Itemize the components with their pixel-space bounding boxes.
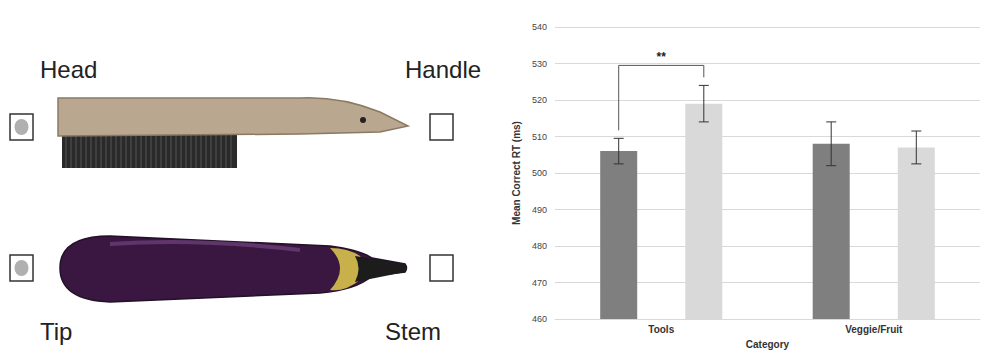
svg-text:460: 460 bbox=[532, 314, 547, 324]
svg-text:Tip: Tip bbox=[40, 318, 72, 345]
svg-text:540: 540 bbox=[532, 22, 547, 32]
svg-text:Head: Head bbox=[40, 56, 97, 83]
svg-text:Handle: Handle bbox=[405, 56, 481, 83]
svg-text:510: 510 bbox=[532, 132, 547, 142]
svg-text:520: 520 bbox=[532, 95, 547, 105]
svg-text:Tools: Tools bbox=[648, 324, 674, 335]
svg-text:530: 530 bbox=[532, 59, 547, 69]
svg-text:500: 500 bbox=[532, 168, 547, 178]
svg-text:Category: Category bbox=[746, 339, 790, 350]
svg-text:**: ** bbox=[657, 50, 667, 64]
svg-text:490: 490 bbox=[532, 205, 547, 215]
svg-text:Stem: Stem bbox=[385, 318, 441, 345]
svg-text:470: 470 bbox=[532, 278, 547, 288]
svg-text:Veggie/Fruit: Veggie/Fruit bbox=[845, 324, 903, 335]
svg-text:Mean Correct RT (ms): Mean Correct RT (ms) bbox=[511, 121, 522, 225]
svg-text:480: 480 bbox=[532, 241, 547, 251]
